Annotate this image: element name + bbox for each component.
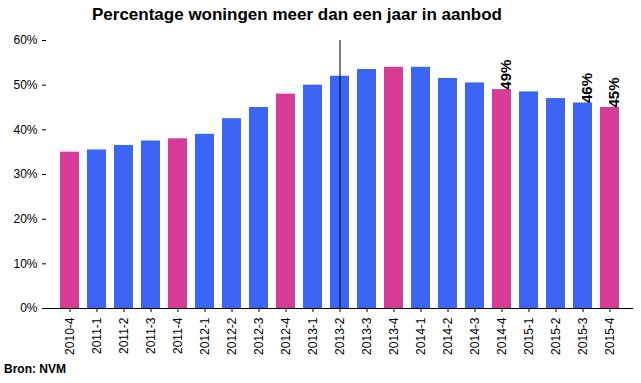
svg-text:40%: 40% <box>13 123 37 137</box>
svg-text:2011-1: 2011-1 <box>90 317 104 354</box>
svg-text:2013-4: 2013-4 <box>387 317 401 355</box>
svg-text:2015-4: 2015-4 <box>603 317 617 355</box>
svg-text:2012-1: 2012-1 <box>198 317 212 355</box>
svg-text:2013-1: 2013-1 <box>306 317 320 355</box>
svg-text:49%: 49% <box>497 60 514 90</box>
svg-text:2011-3: 2011-3 <box>144 317 158 354</box>
svg-text:0%: 0% <box>20 301 38 315</box>
svg-text:2015-2: 2015-2 <box>549 317 563 355</box>
html-text:Bron: NVM: Bron: NVM <box>4 362 66 376</box>
svg-text:2015-1: 2015-1 <box>522 317 536 355</box>
svg-text:2011-2: 2011-2 <box>117 317 131 354</box>
html-text:Percentage woningen meer dan e: Percentage woningen meer dan een jaar in… <box>92 5 502 24</box>
svg-text:46%: 46% <box>578 73 595 103</box>
svg-text:45%: 45% <box>605 77 622 107</box>
svg-text:2013-2: 2013-2 <box>333 317 347 355</box>
svg-text:20%: 20% <box>13 212 37 226</box>
svg-text:2014-4: 2014-4 <box>495 317 509 355</box>
svg-text:2014-2: 2014-2 <box>441 317 455 355</box>
svg-text:50%: 50% <box>13 78 37 92</box>
svg-text:2011-4: 2011-4 <box>171 317 185 354</box>
svg-text:2013-3: 2013-3 <box>360 317 374 355</box>
svg-text:10%: 10% <box>13 257 37 271</box>
svg-text:60%: 60% <box>13 33 37 47</box>
svg-text:2015-3: 2015-3 <box>576 317 590 355</box>
svg-text:30%: 30% <box>13 167 37 181</box>
svg-text:2014-3: 2014-3 <box>468 317 482 355</box>
svg-text:2012-3: 2012-3 <box>252 317 266 355</box>
svg-text:2012-4: 2012-4 <box>279 317 293 355</box>
svg-text:2014-1: 2014-1 <box>414 317 428 355</box>
svg-text:2012-2: 2012-2 <box>225 317 239 355</box>
svg-text:2010-4: 2010-4 <box>63 317 77 355</box>
